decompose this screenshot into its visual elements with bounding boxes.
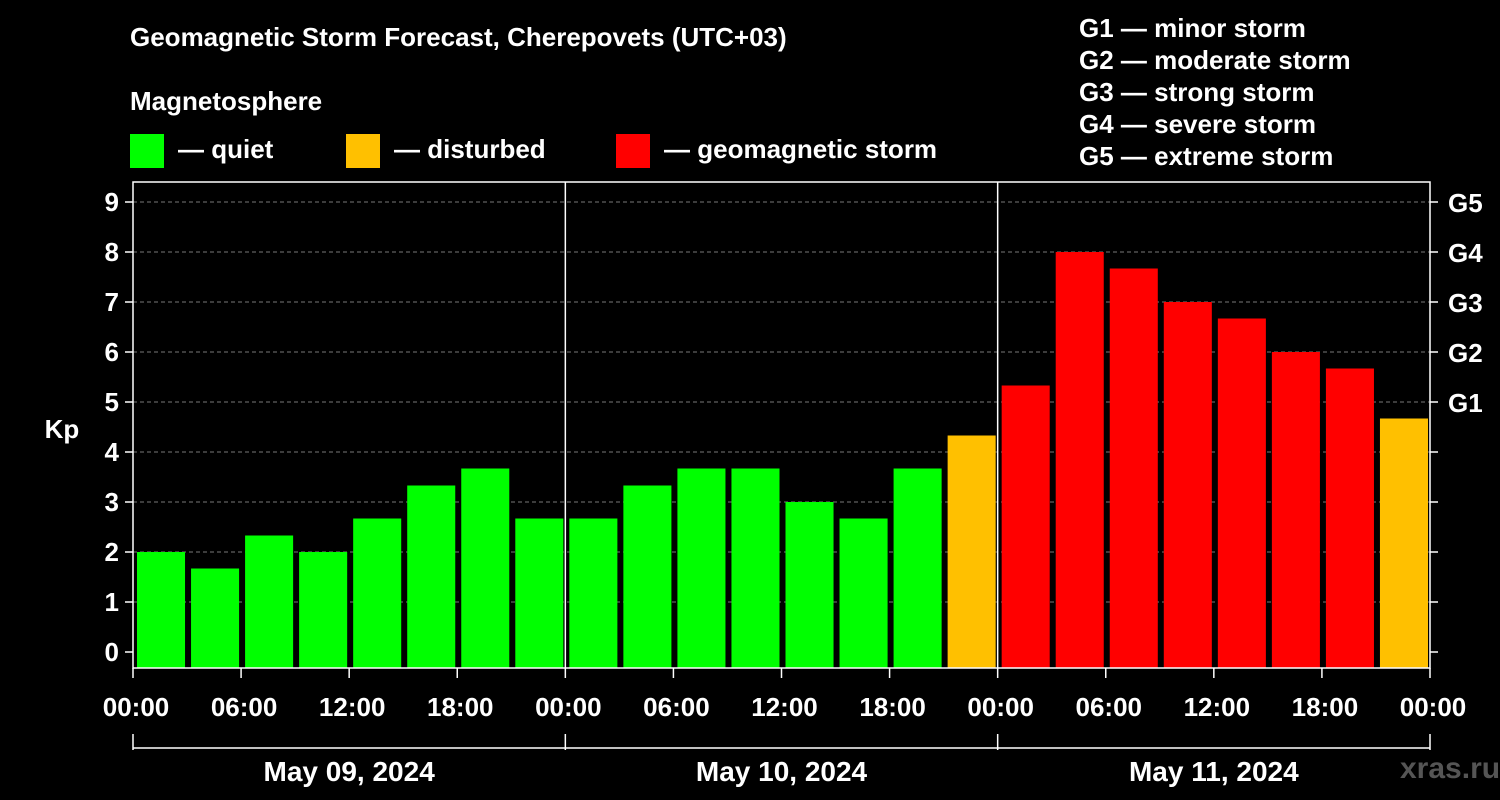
kp-bar	[1163, 302, 1212, 668]
kp-bar	[191, 568, 240, 668]
kp-bar	[947, 435, 996, 668]
legend-swatch-disturbed	[346, 134, 380, 168]
kp-bar	[677, 468, 726, 668]
kp-bar	[137, 552, 186, 668]
legend-label-disturbed: — disturbed	[394, 134, 546, 164]
kp-bar	[785, 502, 834, 668]
kp-bar	[461, 468, 510, 668]
kp-bar	[407, 485, 456, 668]
storm-scale-g4: G4 — severe storm	[1079, 109, 1317, 139]
g-level-label: G5	[1448, 188, 1483, 218]
storm-scale-g2: G2 — moderate storm	[1079, 45, 1351, 75]
x-tick-label: 18:00	[427, 692, 494, 722]
y-tick-label: 3	[105, 487, 119, 517]
day-label: May 09, 2024	[264, 756, 436, 787]
y-tick-label: 1	[105, 587, 119, 617]
kp-bar	[1271, 352, 1320, 668]
legend-label-quiet: — quiet	[178, 134, 274, 164]
x-tick-label: 06:00	[211, 692, 278, 722]
storm-scale-g1: G1 — minor storm	[1079, 13, 1306, 43]
y-tick-label: 8	[105, 237, 119, 267]
kp-bar	[1325, 368, 1374, 668]
x-tick-label: 12:00	[1184, 692, 1251, 722]
kp-bar	[353, 518, 402, 668]
kp-bar	[731, 468, 780, 668]
x-tick-label: 00:00	[967, 692, 1034, 722]
kp-bar	[1055, 252, 1104, 668]
storm-scale-g5: G5 — extreme storm	[1079, 141, 1334, 171]
y-tick-label: 6	[105, 337, 119, 367]
legend-swatch-quiet	[130, 134, 164, 168]
legend-label-storm: — geomagnetic storm	[664, 134, 938, 164]
kp-bar	[839, 518, 888, 668]
storm-scale-g3: G3 — strong storm	[1079, 77, 1315, 107]
g-level-label: G3	[1448, 288, 1483, 318]
x-tick-label: 00:00	[535, 692, 602, 722]
kp-bar	[245, 535, 294, 668]
legend-swatch-storm	[616, 134, 650, 168]
y-tick-label: 2	[105, 537, 119, 567]
g-level-label: G1	[1448, 388, 1483, 418]
kp-bar	[1217, 318, 1266, 668]
y-tick-label: 5	[105, 387, 119, 417]
watermark: xras.ru	[1400, 752, 1500, 785]
chart-title: Geomagnetic Storm Forecast, Cherepovets …	[130, 22, 787, 52]
kp-bar	[623, 485, 672, 668]
g-level-label: G4	[1448, 238, 1483, 268]
day-label: May 10, 2024	[696, 756, 868, 787]
x-tick-label: 18:00	[859, 692, 926, 722]
kp-bar	[569, 518, 618, 668]
x-tick-label: 06:00	[1076, 692, 1143, 722]
x-tick-label: 18:00	[1292, 692, 1359, 722]
kp-bar	[515, 518, 564, 668]
x-tick-label: 12:00	[751, 692, 818, 722]
g-level-label: G2	[1448, 338, 1483, 368]
kp-bar	[299, 552, 348, 668]
x-tick-label: 00:00	[103, 692, 170, 722]
kp-bar	[1001, 385, 1050, 668]
x-tick-label: 00:00	[1400, 692, 1467, 722]
kp-bar	[1379, 418, 1428, 668]
y-tick-label: 7	[105, 287, 119, 317]
kp-bar	[1109, 268, 1158, 668]
y-tick-label: 0	[105, 637, 119, 667]
magnetosphere-label: Magnetosphere	[130, 86, 323, 116]
y-tick-label: 9	[105, 187, 119, 217]
day-label: May 11, 2024	[1129, 756, 1299, 787]
storm-scale-legend: G1 — minor storm G2 — moderate storm G3 …	[1079, 12, 1351, 172]
x-tick-label: 06:00	[643, 692, 710, 722]
y-tick-label: 4	[105, 437, 120, 467]
y-axis-label: Kp	[45, 414, 80, 444]
x-tick-label: 12:00	[319, 692, 386, 722]
kp-bar	[893, 468, 942, 668]
